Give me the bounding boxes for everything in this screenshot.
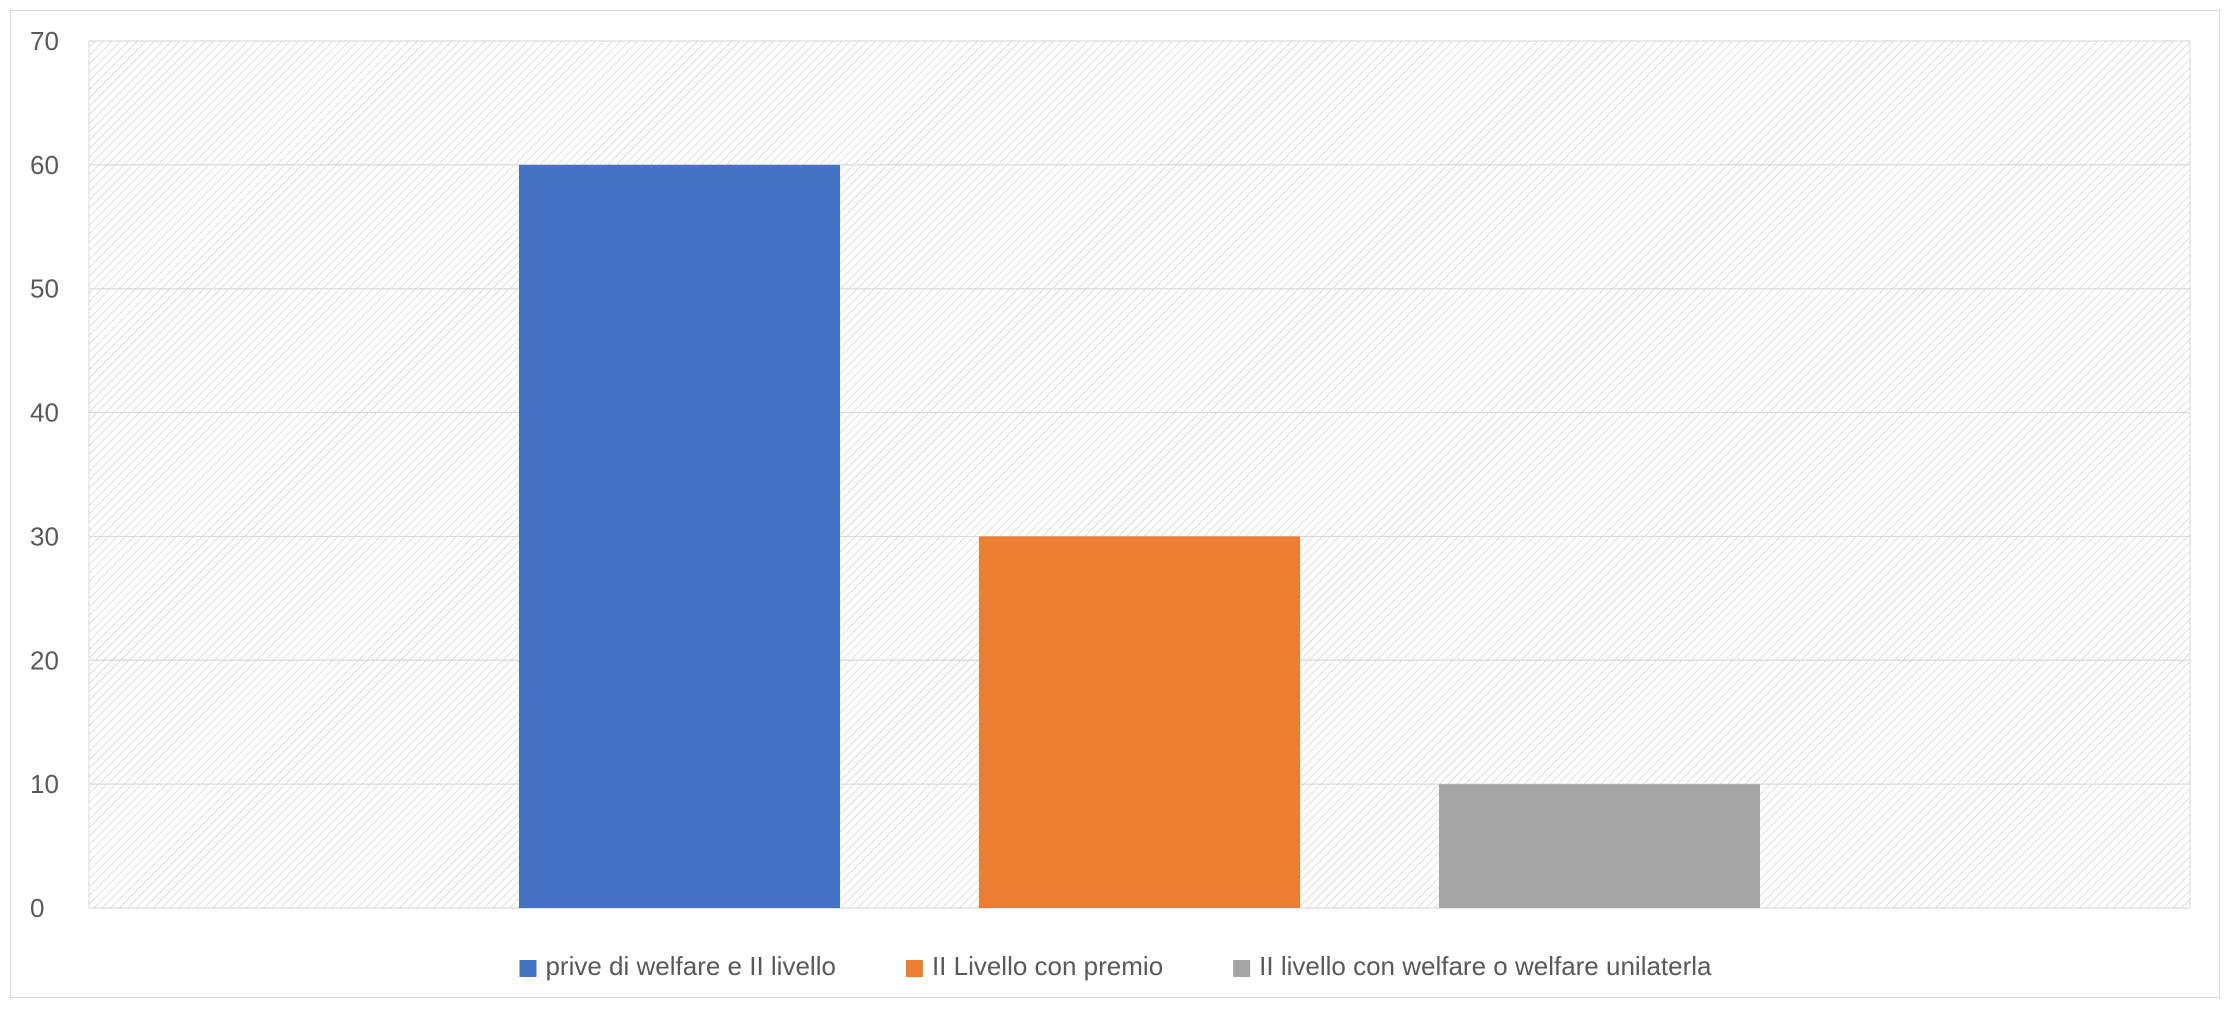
y-tick-label: 20	[30, 645, 59, 675]
bars	[519, 164, 1760, 908]
legend-item-1[interactable]: prive di welfare e II livello	[519, 951, 836, 981]
legend-item-2[interactable]: II Livello con premio	[905, 951, 1163, 981]
y-tick-label: 70	[30, 26, 59, 56]
y-tick-label: 60	[30, 150, 59, 180]
bar-2[interactable]	[979, 536, 1300, 908]
legend-swatch	[1233, 960, 1251, 977]
legend[interactable]: prive di welfare e II livello II Livello …	[519, 951, 1712, 981]
legend-label: II livello con welfare o welfare unilate…	[1259, 951, 1712, 981]
legend-swatch	[905, 960, 923, 977]
y-tick-label: 10	[30, 769, 59, 799]
y-axis: 0 10 20 30 40 50 60 70	[30, 26, 59, 923]
bar-3[interactable]	[1439, 784, 1760, 908]
bar-1[interactable]	[519, 164, 840, 908]
legend-swatch	[519, 960, 537, 977]
legend-label: II Livello con premio	[932, 951, 1163, 981]
y-tick-label: 50	[30, 274, 59, 304]
y-tick-label: 0	[30, 893, 44, 923]
legend-label: prive di welfare e II livello	[545, 951, 835, 981]
y-tick-label: 30	[30, 521, 59, 551]
legend-item-3[interactable]: II livello con welfare o welfare unilate…	[1233, 951, 1712, 981]
y-tick-label: 40	[30, 398, 59, 428]
